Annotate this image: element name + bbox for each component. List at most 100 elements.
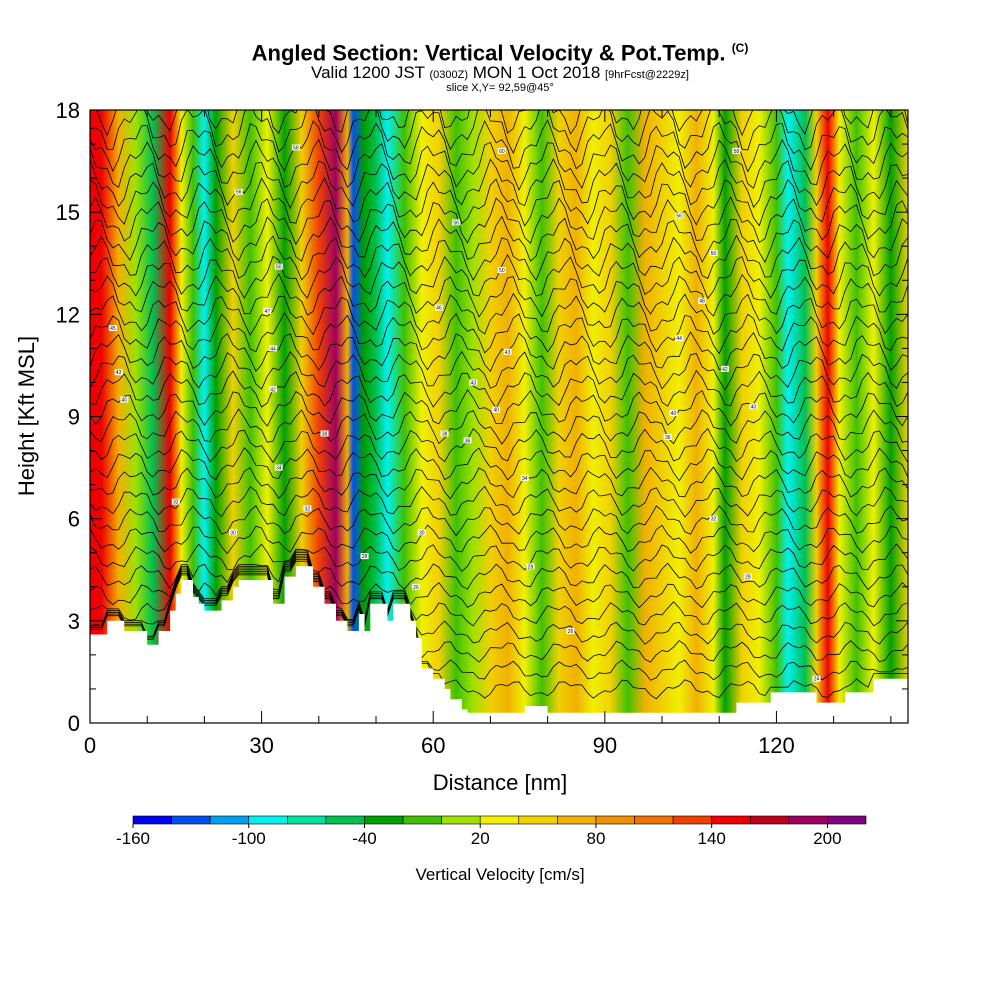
contour-label: 56: [676, 214, 682, 220]
contour-label: 43: [505, 350, 511, 356]
contour-label: 38: [442, 432, 448, 438]
contour-label-box: [566, 628, 575, 635]
y-tick-label: 15: [56, 200, 80, 225]
chart-subtitle: Valid 1200 JST (0300Z) MON 1 Oct 2018 [9…: [0, 63, 1000, 83]
colorbar-swatch: [171, 815, 211, 825]
contour-label-box: [274, 464, 283, 471]
contour-label-box: [749, 403, 758, 410]
colorbar-swatch: [402, 815, 442, 825]
colorbar: -160 -100 -40 20 80 140 200: [116, 815, 867, 848]
x-tick-label: 120: [758, 733, 795, 758]
valid-time-utc: (0300Z): [429, 69, 469, 82]
contour-label-box: [269, 345, 278, 352]
contour-label-box: [303, 505, 312, 512]
isentrope-line: [90, 350, 908, 391]
x-tick-label: 0: [84, 733, 96, 758]
colorbar-tick-label: -160: [116, 829, 150, 848]
contour-label-box: [675, 212, 684, 219]
contour-label-box: [732, 147, 741, 154]
contour-label: 34: [522, 476, 528, 482]
isentrope-line: [90, 408, 908, 445]
contour-label: 47: [265, 309, 271, 315]
contour-label: 50: [499, 268, 505, 274]
colorbar-swatch: [132, 815, 172, 825]
y-tick-label: 18: [56, 98, 80, 123]
colorbar-swatch: [595, 815, 635, 825]
contour-label-box: [469, 379, 478, 386]
contour-label-box: [720, 365, 729, 372]
isentrope-line: [90, 273, 908, 318]
isentrope-line: [90, 331, 908, 373]
contour-label-box: [675, 335, 684, 342]
colorbar-swatch: [287, 815, 327, 825]
colorbar-swatch: [788, 815, 828, 825]
isentrope-line: [90, 543, 908, 573]
colorbar-swatch: [672, 815, 712, 825]
isentrope-line: [90, 110, 908, 155]
contour-label-box: [412, 583, 421, 590]
contour-label-box: [709, 250, 718, 257]
contour-label-box: [452, 219, 461, 226]
contour-label-box: [497, 267, 506, 274]
contour-label-box: [263, 307, 272, 314]
contour-label: 46: [436, 306, 442, 312]
contour-label-box: [274, 263, 283, 270]
contour-label: 28: [362, 554, 368, 560]
contour-label: 44: [676, 336, 682, 342]
contour-label: 56: [453, 220, 459, 226]
isentrope-line: [90, 234, 908, 282]
contour-label-box: [743, 573, 752, 580]
isentrope-line: [90, 196, 908, 246]
chart-title-text: Angled Section: Vertical Velocity & Pot.…: [251, 40, 726, 66]
contour-label: 38: [322, 432, 328, 438]
contour-label: 43: [470, 380, 476, 386]
contour-label: 50: [711, 251, 717, 257]
contour-label-box: [663, 433, 672, 440]
valid-date: MON 1 Oct 2018: [472, 63, 601, 83]
contour-label-box: [360, 553, 369, 560]
isentrope-line: [90, 369, 908, 409]
isentrope-line: [90, 555, 908, 645]
colorbar-tick-label: -100: [232, 829, 266, 848]
plot-area: 58 60 58 56 56 56 50 50 50 47 46 48 45 44 43 44 43 42 43 42…: [90, 110, 908, 723]
colorbar-swatch: [325, 815, 365, 825]
isentrope-line: [90, 427, 908, 464]
contour-label-box: [526, 563, 535, 570]
colorbar-tick-label: 80: [586, 829, 605, 848]
colorbar-swatch: [557, 815, 597, 825]
isentrope-line: [90, 550, 908, 591]
contour-label: 42: [722, 367, 728, 373]
contour-label: 40: [122, 397, 128, 403]
contour-label: 45: [110, 326, 116, 332]
isentrope-line: [90, 559, 908, 681]
contour-label-box: [108, 324, 117, 331]
contour-label-box: [291, 144, 300, 151]
contour-label-box: [171, 498, 180, 505]
isentrope-line: [90, 466, 908, 500]
contour-label: 40: [751, 404, 757, 410]
contour-label: 43: [116, 370, 122, 376]
contour-label: 32: [305, 506, 311, 512]
chart-title-block: Angled Section: Vertical Velocity & Pot.…: [0, 36, 1000, 94]
isentrope-line: [90, 292, 908, 336]
contour-label-box: [492, 406, 501, 413]
contour-label: 26: [568, 629, 574, 635]
x-tick-label: 30: [249, 733, 273, 758]
contour-label: 32: [173, 500, 179, 506]
isentrope-line: [90, 138, 908, 191]
y-tick-label: 9: [68, 405, 80, 430]
colorbar-tick-label: 20: [471, 829, 490, 848]
contour-label-box: [669, 410, 678, 417]
contour-label: 28: [528, 564, 534, 570]
contour-label: 44: [270, 346, 276, 352]
colorbar-tick-label: 200: [813, 829, 841, 848]
contour-label: 26: [413, 585, 419, 591]
contour-label-box: [234, 188, 243, 195]
contour-label: 24: [814, 677, 820, 683]
contour-label: 32: [711, 517, 717, 523]
isentrope-line: [90, 552, 908, 609]
contour-label-box: [812, 675, 821, 682]
chart-title-unit: (C): [731, 41, 749, 55]
colorbar-swatch: [479, 815, 520, 825]
